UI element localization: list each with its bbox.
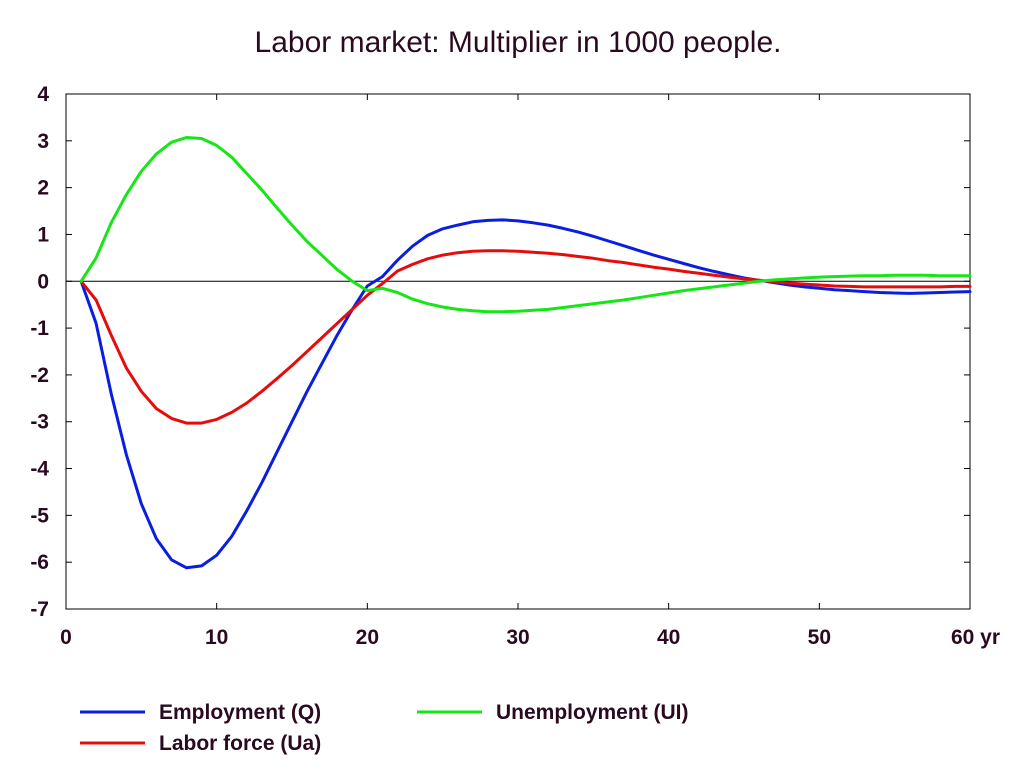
x-tick-label: 0 — [60, 626, 72, 649]
legend-label: Unemployment (UI) — [496, 701, 689, 724]
legend-label: Labor force (Ua) — [159, 732, 321, 755]
y-tick-label: 3 — [37, 130, 49, 153]
x-tick-label: 20 — [356, 626, 379, 649]
y-tick-label: 1 — [37, 223, 49, 246]
y-tick-label: 2 — [37, 177, 49, 200]
legend: Employment (Q) Labor force (Ua) Unemployme… — [80, 701, 689, 755]
x-tick-label: 40 — [657, 626, 680, 649]
y-tick-label: -5 — [30, 504, 49, 527]
plot-frame — [65, 93, 971, 610]
y-tick-label: -6 — [30, 551, 49, 574]
x-tick-label: 50 — [808, 626, 831, 649]
y-tick-label: -7 — [30, 598, 49, 621]
y-tick-label: 0 — [37, 270, 49, 293]
y-tick-label: -1 — [30, 317, 49, 340]
x-tick-label: 10 — [205, 626, 228, 649]
chart-title: Labor market: Multiplier in 1000 people. — [255, 26, 782, 59]
y-tick-label: 4 — [37, 83, 49, 106]
legend-label: Employment (Q) — [159, 701, 321, 724]
x-tick-label: 60 yr — [951, 626, 1000, 649]
series-line-unemployment-ui — [79, 136, 972, 314]
x-tick-label: 30 — [506, 626, 529, 649]
series-lines — [79, 136, 972, 570]
y-tick-label: -4 — [30, 458, 49, 481]
y-tick-label: -3 — [30, 411, 49, 434]
series-line-labor-force-ua — [79, 249, 972, 425]
series-line-employment-q — [79, 218, 972, 570]
y-tick-label: -2 — [30, 364, 49, 387]
